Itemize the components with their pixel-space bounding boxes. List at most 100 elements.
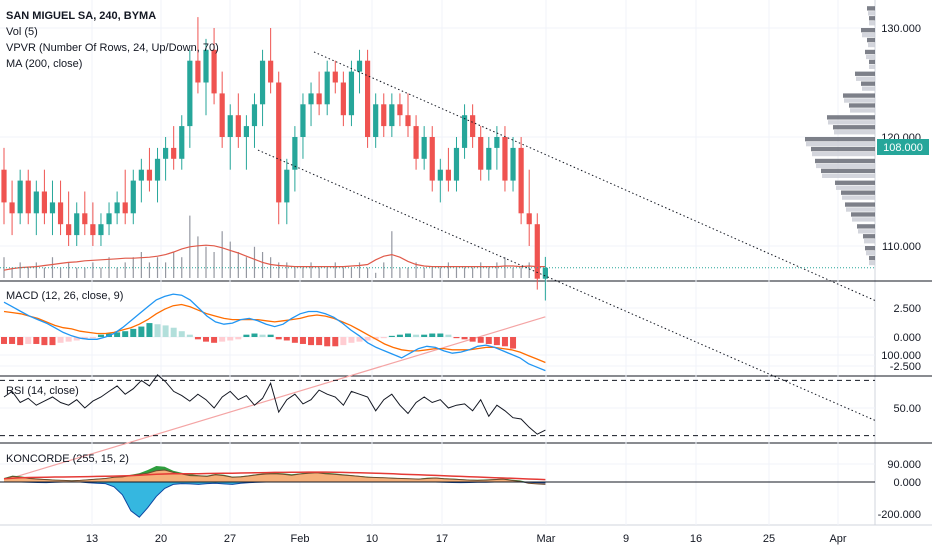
volume-bar xyxy=(27,267,29,278)
chart-title: SAN MIGUEL SA, 240, BYMA xyxy=(6,10,156,22)
candle-body xyxy=(9,202,15,214)
macd-histogram-bar xyxy=(380,337,387,339)
candle-body xyxy=(17,180,23,214)
volume-bar xyxy=(173,252,175,278)
volume-bar xyxy=(59,267,62,278)
candle-body xyxy=(534,224,540,279)
koncorde-tick-label: -200.000 xyxy=(878,509,921,521)
candle-body xyxy=(138,169,144,181)
volume-profile-bar xyxy=(869,260,875,266)
candle-body xyxy=(227,115,233,137)
trendline-upper xyxy=(313,51,876,301)
candle-body xyxy=(284,169,290,203)
macd-histogram-bar xyxy=(493,337,500,346)
macd-histogram-bar xyxy=(501,337,508,347)
macd-histogram-bar xyxy=(57,337,64,343)
volume-profile-bar xyxy=(828,120,875,125)
macd-histogram-bar xyxy=(114,332,121,337)
volume-profile-bar xyxy=(868,42,875,48)
volume-profile-bar xyxy=(844,98,875,103)
volume-bar xyxy=(302,267,304,278)
macd-histogram-bar xyxy=(186,334,193,337)
macd-pane xyxy=(1,293,546,372)
candle-body xyxy=(348,71,355,116)
macd-histogram-bar xyxy=(510,337,517,349)
candle-body xyxy=(98,224,104,236)
macd-histogram-bar xyxy=(41,337,48,346)
volume-profile-bar xyxy=(843,93,875,98)
macd-histogram-bar xyxy=(243,334,250,337)
ma-legend: MA (200, close) xyxy=(6,58,82,70)
volume-bar xyxy=(350,267,353,278)
candle-body xyxy=(316,93,322,105)
macd-histogram-bar xyxy=(1,337,7,344)
candle-body xyxy=(502,137,508,181)
time-tick-label: Apr xyxy=(829,533,846,545)
macd-histogram-bar xyxy=(275,337,282,340)
macd-histogram-bar xyxy=(235,337,242,340)
candle-body xyxy=(211,49,217,94)
vpvr-legend: VPVR (Number Of Rows, 24, Up/Down, 70) xyxy=(6,42,219,54)
koncorde-red-line xyxy=(3,471,546,481)
volume-bar xyxy=(423,267,425,278)
volume-bar xyxy=(156,257,159,278)
macd-histogram-bar xyxy=(170,327,177,337)
time-tick-label: 13 xyxy=(86,533,98,545)
candle-body xyxy=(437,169,443,181)
candle-body xyxy=(154,158,161,181)
last-price-tag xyxy=(877,139,929,155)
volume-profile-bar xyxy=(869,64,875,69)
volume-bar xyxy=(455,267,458,278)
volume-bar xyxy=(415,262,417,278)
macd-histogram-bar xyxy=(405,333,411,337)
candle-body xyxy=(203,49,209,83)
koncorde-brown-line xyxy=(3,469,546,485)
time-tick-label: 9 xyxy=(623,533,629,545)
candle-body xyxy=(130,180,136,214)
macd-histogram-bar xyxy=(154,324,161,337)
volume-bar xyxy=(148,262,151,278)
candle-body xyxy=(66,224,72,236)
price-candles xyxy=(1,17,548,301)
volume-profile-bar xyxy=(866,54,875,60)
volume-profile-bar xyxy=(869,21,875,26)
macd-legend: MACD (12, 26, close, 9) xyxy=(6,290,123,302)
macd-histogram-bar xyxy=(316,337,323,346)
volume-bar xyxy=(76,267,78,278)
volume-bar xyxy=(480,262,482,278)
volume-bar xyxy=(334,262,336,278)
macd-histogram-bar xyxy=(138,326,145,337)
volume-profile-bar xyxy=(821,168,875,174)
axis-labels: 13 20 27 Feb 10 17 Mar 9 16 25 Apr130.000120.00011… xyxy=(86,23,921,545)
volume-profile-bar xyxy=(867,6,875,11)
volume-bar xyxy=(447,262,449,278)
volume-bar xyxy=(205,246,207,278)
volume-bar xyxy=(11,267,13,278)
volume-profile-bar xyxy=(856,76,875,81)
candle-body xyxy=(340,82,346,116)
volume-bar xyxy=(367,267,369,278)
candle-body xyxy=(518,147,524,214)
volume-profile-bar xyxy=(866,250,875,256)
candle-body xyxy=(122,202,128,214)
candle-body xyxy=(195,60,201,83)
volume-bar xyxy=(294,267,296,278)
macd-histogram-bar xyxy=(227,337,234,341)
macd-histogram-bar xyxy=(122,331,129,337)
koncorde-legend: KONCORDE (255, 15, 2) xyxy=(6,453,129,465)
rsi-legend: RSI (14, close) xyxy=(6,385,79,397)
volume-bar xyxy=(237,252,239,278)
candle-body xyxy=(324,71,330,105)
candle-body xyxy=(219,93,225,137)
volume-bar xyxy=(221,231,223,278)
macd-histogram-bar xyxy=(178,331,185,337)
macd-histogram-bar xyxy=(299,337,306,344)
volume-bar xyxy=(197,236,199,278)
volume-bar xyxy=(43,267,45,278)
time-tick-label: 17 xyxy=(436,533,448,545)
macd-histogram-bar xyxy=(308,337,315,346)
candle-body xyxy=(526,213,532,225)
macd-line xyxy=(3,293,546,372)
candle-body xyxy=(356,60,363,72)
